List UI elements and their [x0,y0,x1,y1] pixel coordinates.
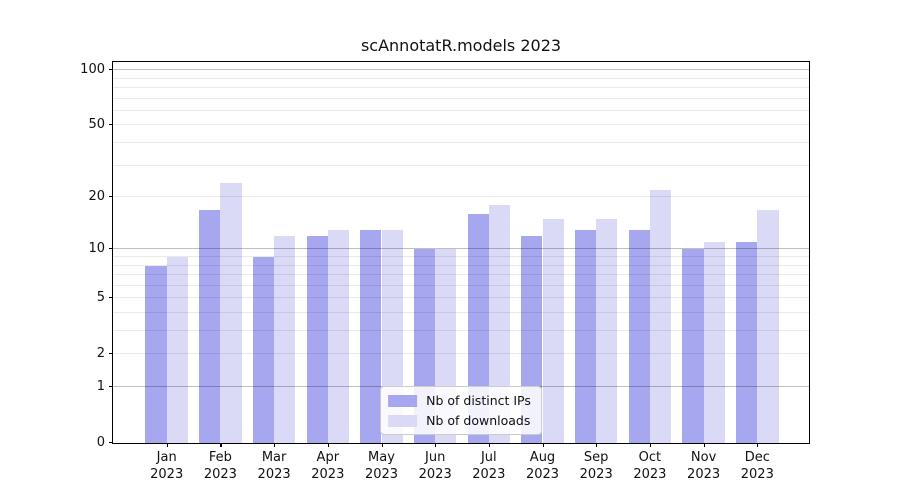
chart-title: scAnnotatR.models 2023 [360,36,562,55]
legend-label-downloads: Nb of downloads [426,413,531,428]
bar-distinct-ips [628,229,650,443]
x-tick-mark [596,443,598,447]
x-tick-label: Mar 2023 [257,450,291,482]
y-tick-label: 2 [96,346,105,362]
plot-area: Nb of distinct IPs Nb of downloads Jan 20… [80,61,810,482]
y-tick-label: 5 [96,290,105,306]
y-tick-mark [109,353,113,355]
bar-distinct-ips [252,257,275,443]
bar-downloads [274,235,296,443]
x-tick-label: Jan 2023 [150,450,184,482]
bar-downloads [220,183,242,443]
legend-label-distinct-ips: Nb of distinct IPs [426,393,531,408]
x-tick-mark [381,443,383,447]
bar-distinct-ips [360,229,382,443]
x-tick-mark [274,443,276,447]
x-tick-label: Apr 2023 [311,450,345,482]
y-tick-mark [109,195,113,198]
bar-distinct-ips [467,214,489,443]
x-tick-mark [757,443,759,447]
y-tick-mark [109,69,113,71]
bar-downloads [542,219,564,443]
bar-downloads [649,189,672,443]
x-tick-mark [703,443,705,447]
x-tick-mark [327,443,329,447]
y-tick-label: 0 [96,435,105,450]
x-tick-mark [542,443,544,447]
y-tick-label: 20 [88,189,105,205]
x-tick-label: Aug 2023 [525,450,560,482]
y-tick-mark [109,441,113,443]
x-tick-label: Sep 2023 [579,450,613,482]
bar-distinct-ips [682,249,704,443]
x-tick-label: Feb 2023 [203,450,237,482]
x-tick-mark [220,443,222,447]
legend-swatch-downloads [388,414,418,427]
bar-distinct-ips [199,209,221,443]
bar-downloads [596,219,618,443]
legend: Nb of distinct IPs Nb of downloads [380,386,542,435]
y-tick-mark [109,385,113,387]
x-tick-mark [435,443,437,447]
bar-distinct-ips [145,265,167,443]
x-tick-label: Dec 2023 [740,450,774,482]
x-tick-label: Jun 2023 [418,450,452,482]
bar-distinct-ips [574,229,597,443]
x-tick-mark [649,443,652,447]
x-tick-label: Oct 2023 [633,450,667,482]
y-tick-mark [109,297,113,299]
x-tick-mark [166,443,168,447]
bar-downloads [703,242,725,443]
bar-downloads [757,209,779,443]
legend-swatch-distinct-ips [388,394,418,407]
y-tick-label: 1 [96,379,105,394]
bar-distinct-ips [736,242,758,443]
x-tick-label: Jul 2023 [472,450,506,482]
bar-distinct-ips [306,235,328,443]
y-tick-label: 10 [88,241,105,257]
y-tick-label: 100 [80,62,105,78]
y-tick-mark [109,124,113,126]
x-tick-label: Nov 2023 [687,450,721,482]
x-tick-mark [488,443,490,447]
legend-row-downloads: Nb of downloads [388,413,531,428]
y-tick-label: 50 [88,117,105,133]
bar-downloads [488,205,511,443]
bar-downloads [166,257,188,443]
legend-row-distinct-ips: Nb of distinct IPs [388,393,531,408]
bar-downloads [327,229,350,443]
y-tick-mark [109,248,113,250]
x-tick-label: May 2023 [364,450,399,482]
